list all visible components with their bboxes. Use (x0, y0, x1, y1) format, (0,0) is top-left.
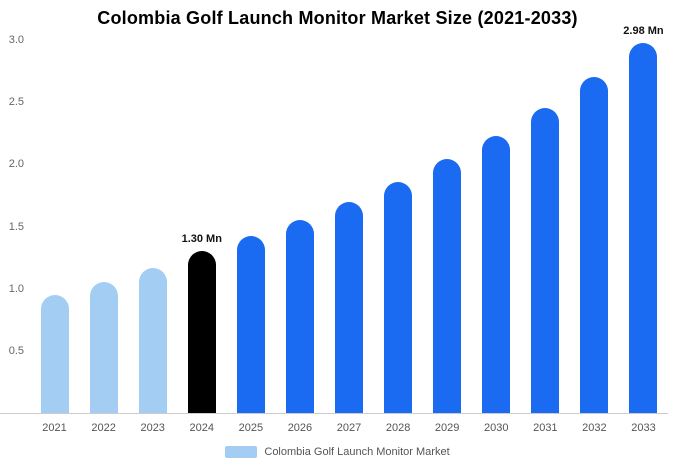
x-tick-label-2033: 2033 (631, 422, 656, 434)
x-tick-label-2027: 2027 (336, 422, 362, 434)
y-tick-label: 3.0 (8, 34, 24, 46)
y-tick-label: 0.5 (8, 344, 24, 357)
x-tick-label-2025: 2025 (238, 422, 264, 434)
bar-2022 (89, 282, 118, 413)
x-tick-label-2029: 2029 (434, 422, 460, 434)
data-label-2033: 2.98 Mn (623, 24, 664, 37)
bar-2029 (433, 159, 462, 413)
bar-column-2029 (423, 40, 472, 413)
bar-column-2025 (226, 40, 275, 413)
bar-column-2032 (570, 40, 619, 413)
bar-2025 (236, 236, 265, 413)
bar-column-2033: 2.98 Mn (619, 25, 668, 413)
x-tick-label-2030: 2030 (484, 422, 509, 434)
x-tick-label-2032: 2032 (582, 422, 607, 434)
bar-2032 (580, 77, 609, 413)
bar-column-2023 (128, 40, 177, 413)
bar-column-2027 (324, 40, 373, 413)
y-tick-label: 1.5 (8, 220, 24, 233)
y-tick-label: 2.5 (8, 96, 24, 109)
x-tick-label-2031: 2031 (533, 422, 558, 434)
bars-container: 1.30 Mn 2.98 Mn (30, 25, 668, 413)
legend-swatch (225, 446, 258, 458)
bar-column-2021 (30, 40, 79, 413)
y-tick-label: 1.0 (8, 282, 24, 295)
bar-column-2028 (374, 40, 423, 413)
plot-area: 1.30 Mn 2.98 Mn 0.5 1.0 1.5 2.0 2.5 3.0 (0, 25, 668, 414)
bar-2030 (482, 135, 511, 413)
x-tick-label-2028: 2028 (385, 422, 411, 434)
bar-2031 (531, 108, 560, 413)
x-tick-label-2026: 2026 (287, 422, 313, 434)
legend: Colombia Golf Launch Monitor Market (0, 446, 675, 458)
bar-column-2022 (79, 40, 128, 413)
bar-2027 (335, 201, 363, 413)
x-tick-label-2024: 2024 (189, 422, 215, 434)
x-axis: 2021 2022 2023 2024 2025 2026 2027 2028 2029 2030… (30, 414, 668, 434)
bar-2028 (384, 181, 413, 413)
bar-column-2026 (275, 40, 324, 413)
bar-2024 (187, 251, 216, 413)
x-tick-label-2023: 2023 (140, 422, 165, 434)
legend-label: Colombia Golf Launch Monitor Market (264, 446, 450, 458)
bar-column-2031 (521, 40, 570, 413)
bar-column-2030 (472, 40, 521, 413)
x-tick-label-2021: 2021 (42, 422, 67, 434)
x-tick-label-2022: 2022 (91, 422, 116, 434)
y-tick-label: 2.0 (8, 158, 24, 171)
bar-column-2024: 1.30 Mn (177, 40, 226, 413)
chart-title: Colombia Golf Launch Monitor Market Size… (97, 8, 578, 28)
bar-2033 (629, 42, 658, 413)
bar-2026 (285, 220, 314, 413)
data-label-2024: 1.30 Mn (181, 233, 222, 246)
bar-2023 (138, 267, 167, 413)
bar-2021 (40, 294, 69, 413)
